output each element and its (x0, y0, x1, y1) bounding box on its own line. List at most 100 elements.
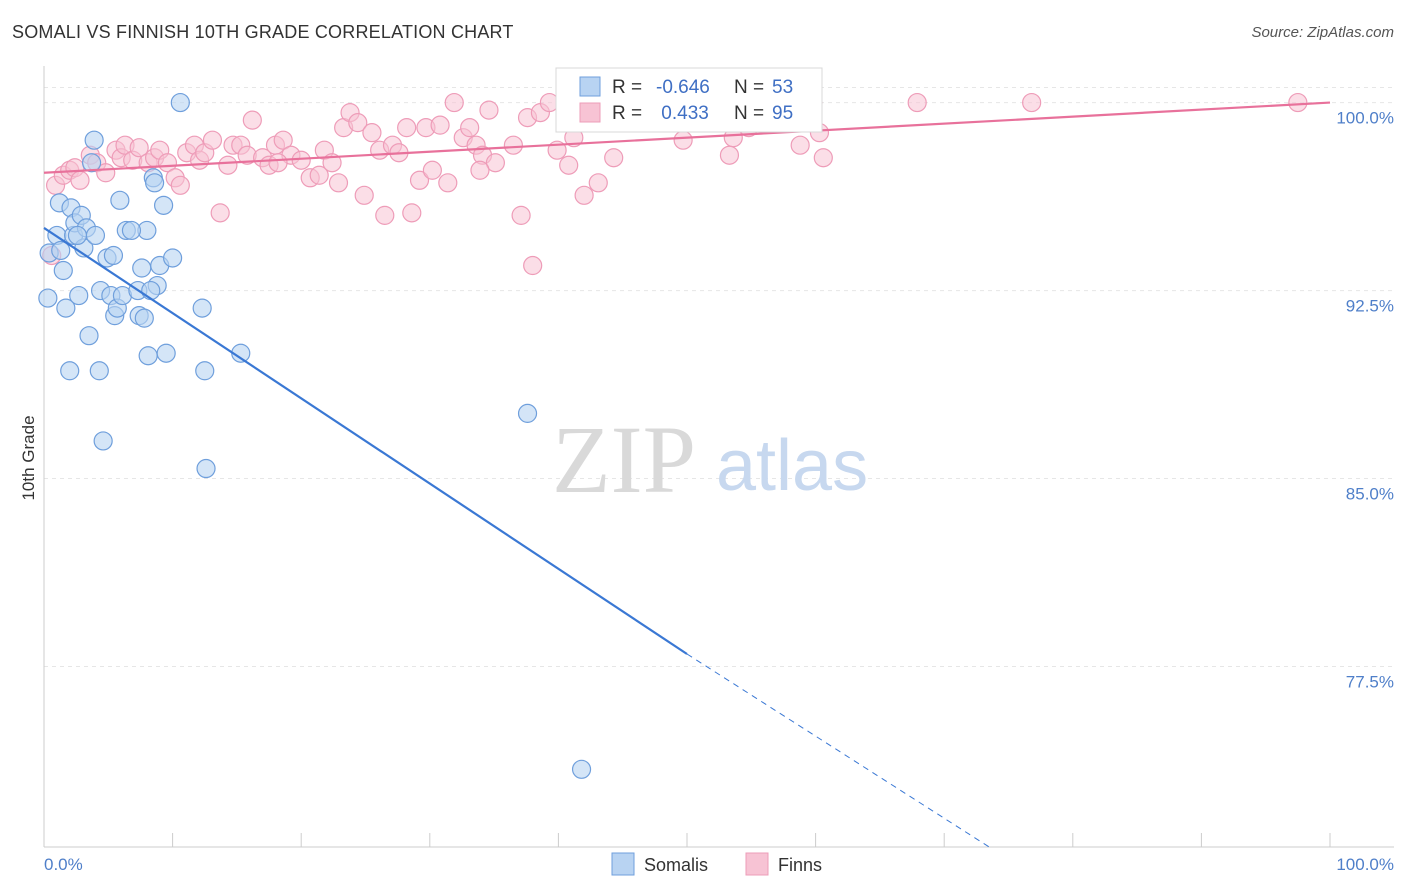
finn-point (348, 113, 368, 133)
finn-point (218, 155, 238, 175)
somali-point (38, 288, 58, 308)
y-tick-label: 92.5% (1346, 297, 1394, 316)
finn-point (309, 165, 329, 185)
finn-point (470, 160, 490, 180)
somali-point (132, 258, 152, 278)
y-axis-label: 10th Grade (19, 415, 38, 500)
somali-point (69, 285, 89, 306)
finn-point (273, 130, 293, 150)
finn-point (460, 118, 480, 138)
x-tick-label-min: 0.0% (44, 855, 83, 874)
y-tick-label: 100.0% (1336, 109, 1394, 128)
finn-point (70, 170, 90, 190)
finn-point (1288, 92, 1308, 113)
somali-point (153, 195, 174, 215)
finn-point (673, 130, 693, 150)
somali-r-value: -0.646 (656, 77, 710, 98)
somali-series-label: Somalis (644, 855, 708, 875)
somali-points (38, 92, 592, 779)
x-ticks (43, 833, 1331, 847)
somali-point (192, 298, 212, 318)
finn-legend-swatch (579, 102, 601, 123)
finn-point (719, 145, 740, 165)
finn-point (242, 110, 262, 130)
somali-point (79, 326, 99, 346)
somali-point (196, 458, 216, 479)
somali-n-label: N = (734, 77, 764, 98)
finn-point (790, 135, 810, 155)
finn-point (588, 173, 608, 193)
finn-point (485, 153, 505, 173)
finn-point (813, 148, 833, 168)
trend-lines (43, 101, 1331, 848)
somali-point (141, 280, 161, 301)
finn-trend-line (43, 101, 1331, 174)
finn-point (375, 205, 395, 225)
somali-point (163, 248, 183, 268)
watermark: ZIP atlas (552, 406, 868, 513)
somali-legend-swatch (579, 76, 601, 97)
y-tick-label: 85.0% (1346, 485, 1394, 504)
grid-lines (44, 87, 1394, 668)
finn-point (430, 115, 450, 135)
somali-point (517, 403, 538, 423)
somali-r-label: R = (612, 77, 642, 98)
finn-point (511, 205, 531, 225)
finn-point (444, 92, 464, 113)
finn-r-label: R = (612, 103, 642, 124)
somali-point (67, 225, 88, 246)
finn-series-label: Finns (778, 855, 822, 875)
somali-point (89, 361, 109, 381)
somali-point (144, 173, 165, 193)
finn-point (210, 203, 230, 223)
somali-point (53, 260, 73, 281)
watermark-zip: ZIP (552, 406, 696, 513)
finn-point (202, 130, 223, 150)
somali-point (134, 308, 154, 328)
finn-series-swatch (745, 852, 769, 876)
finn-point (574, 185, 594, 205)
finn-point (328, 173, 349, 193)
somali-point (84, 130, 104, 150)
somali-point (195, 361, 215, 381)
finn-point (907, 92, 927, 113)
somali-point (81, 153, 102, 173)
finn-point (479, 100, 499, 120)
finn-point (604, 148, 624, 168)
finn-point (291, 150, 311, 170)
finn-point (503, 135, 523, 155)
x-tick-label-max: 100.0% (1336, 855, 1394, 874)
finn-r-value: 0.433 (656, 103, 709, 124)
series-legend: Somalis Finns (611, 852, 822, 876)
somali-point (93, 431, 113, 451)
finn-point (422, 160, 442, 180)
finn-n-label: N = (734, 103, 764, 124)
somali-trend-line (43, 226, 688, 655)
source-credit: Source: ZipAtlas.com (1251, 24, 1394, 41)
finn-point (559, 155, 579, 175)
somali-point (156, 343, 176, 363)
finn-point (362, 123, 382, 143)
somali-trend-extension (686, 653, 990, 848)
finn-point (523, 255, 543, 276)
finn-point (397, 118, 417, 138)
finn-point (354, 185, 374, 205)
finn-point (170, 175, 190, 195)
finn-point (1022, 92, 1042, 113)
somali-n-value: 53 (772, 77, 793, 98)
finn-point (438, 173, 458, 193)
somali-point (85, 225, 106, 246)
somali-point (56, 298, 76, 318)
chart-title: SOMALI VS FINNISH 10TH GRADE CORRELATION… (12, 22, 514, 42)
y-tick-label: 77.5% (1346, 673, 1394, 692)
watermark-atlas: atlas (716, 426, 868, 506)
somali-point (571, 759, 592, 779)
finn-point (268, 153, 288, 173)
y-tick-labels: 77.5% 85.0% 92.5% 100.0% (1336, 109, 1394, 692)
stats-legend: R = -0.646 N = 53 R = 0.433 N = 95 (555, 67, 823, 133)
somali-series-swatch (611, 852, 635, 876)
somali-point (103, 245, 124, 266)
axes (43, 66, 1394, 848)
finn-point (409, 170, 430, 190)
